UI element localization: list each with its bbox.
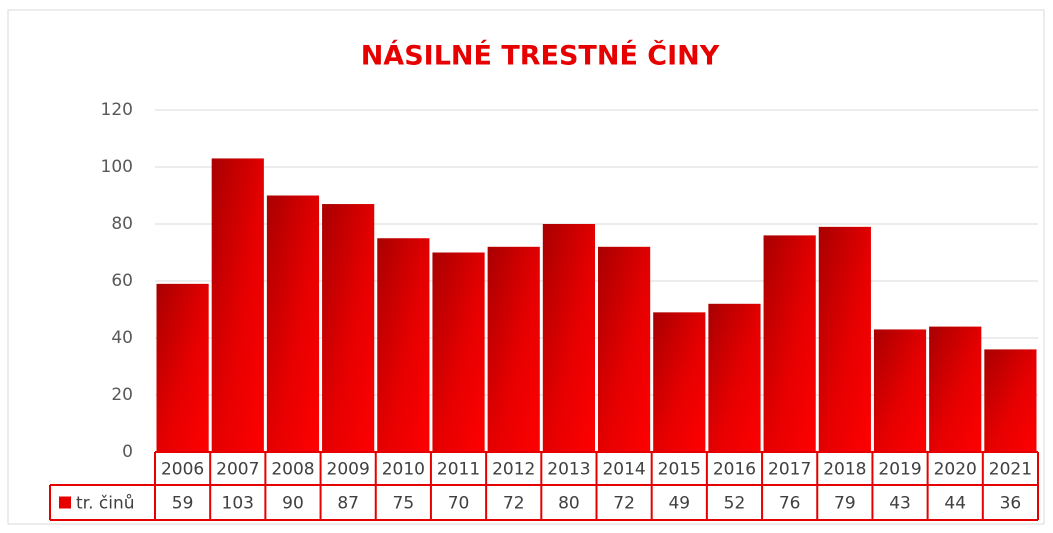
bar — [873, 329, 927, 452]
table-value: 80 — [558, 494, 580, 514]
bar — [487, 246, 540, 452]
table-value: 72 — [613, 494, 635, 514]
bar — [156, 283, 209, 452]
table-value: 76 — [779, 494, 801, 514]
x-tick-label: 2009 — [327, 460, 370, 480]
x-tick-label: 2006 — [161, 460, 204, 480]
x-tick-label: 2019 — [878, 460, 921, 480]
x-tick-label: 2012 — [492, 460, 535, 480]
y-tick-label: 0 — [122, 442, 133, 462]
y-tick-label: 120 — [101, 100, 133, 120]
table-value: 79 — [834, 494, 856, 514]
bar — [984, 349, 1037, 452]
x-tick-label: 2014 — [602, 460, 645, 480]
y-tick-label: 40 — [111, 328, 133, 348]
bar — [763, 235, 816, 452]
table-value: 36 — [1000, 494, 1022, 514]
x-tick-label: 2016 — [713, 460, 756, 480]
x-tick-label: 2018 — [823, 460, 866, 480]
x-tick-label: 2020 — [934, 460, 977, 480]
bar — [211, 158, 264, 452]
x-tick-label: 2021 — [989, 460, 1032, 480]
table-value: 59 — [172, 494, 194, 514]
y-tick-label: 80 — [111, 214, 133, 234]
x-tick-label: 2013 — [547, 460, 590, 480]
bar — [542, 224, 595, 452]
x-tick-label: 2011 — [437, 460, 480, 480]
y-tick-label: 100 — [101, 157, 133, 177]
bar — [818, 226, 871, 452]
table-value: 43 — [889, 494, 911, 514]
y-tick-label: 60 — [111, 271, 133, 291]
bar — [653, 312, 706, 452]
bar — [598, 246, 651, 452]
table-value: 52 — [724, 494, 746, 514]
x-tick-label: 2015 — [658, 460, 701, 480]
table-value: 72 — [503, 494, 525, 514]
legend-label: tr. činů — [76, 494, 135, 514]
table-value: 70 — [448, 494, 470, 514]
bar — [708, 303, 761, 452]
table-value: 49 — [668, 494, 690, 514]
bar — [432, 252, 485, 452]
x-tick-label: 2008 — [271, 460, 314, 480]
y-tick-label: 20 — [111, 385, 133, 405]
table-value: 44 — [944, 494, 966, 514]
table-value: 90 — [282, 494, 304, 514]
x-tick-label: 2007 — [216, 460, 259, 480]
bar — [929, 326, 982, 452]
bar — [377, 238, 430, 452]
table-value: 103 — [222, 494, 254, 514]
table-value: 75 — [393, 494, 415, 514]
x-tick-label: 2010 — [382, 460, 425, 480]
x-tick-label: 2017 — [768, 460, 811, 480]
legend-swatch — [59, 496, 71, 509]
table-value: 87 — [337, 494, 359, 514]
chart-title: NÁSILNÉ TRESTNÉ ČINY — [361, 40, 720, 72]
bar — [266, 195, 320, 452]
bar — [322, 204, 375, 452]
